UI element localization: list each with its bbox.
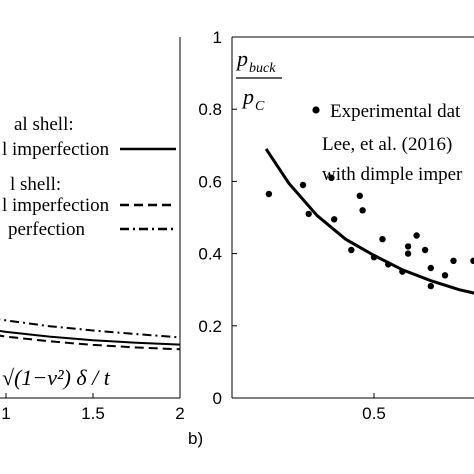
panel-a-legend-label: l imperfection (2, 139, 110, 160)
panel-b-data-point (427, 264, 434, 272)
panel-b-data-point (404, 243, 412, 250)
panel-a-x-axis-label: √(1−ν²) δ / t (2, 365, 111, 390)
panel-b-y-tick-label: 0.2 (198, 317, 222, 336)
panel-b-fit-curve (264, 148, 474, 295)
panel-b-data-point (427, 282, 434, 290)
panel-b-data-point (299, 181, 307, 189)
panel-b: 0 0.2 0.4 0.6 0.8 1 0.511.5 Experimental dat L… (188, 28, 474, 448)
panel-a-series (0, 318, 181, 351)
panel-b-data-point (305, 210, 312, 218)
panel-b-data-point (385, 261, 392, 268)
panel-b-data-point (379, 236, 386, 243)
panel-b-legend-label: with dimple imper (322, 164, 463, 185)
panel-a-legend-label: perfection (8, 219, 86, 240)
panel-b-y-tick-label: 0.6 (198, 172, 222, 191)
panel-b-fit-line (264, 148, 474, 295)
panel-b-y-ticks: 0 0.2 0.4 0.6 0.8 1 (198, 28, 237, 408)
panel-a-x-tick-label: 1.5 (81, 404, 105, 423)
panel-b-label: b) (188, 429, 203, 448)
panel-b-y-tick-label: 0.8 (198, 100, 222, 119)
panel-b-data-points (265, 174, 474, 290)
panel-b-data-point (348, 246, 355, 254)
panel-b-data-point (359, 207, 366, 214)
panel-b-legend: Experimental dat Lee, et al. (2016) with d… (312, 101, 463, 185)
panel-b-y-tick-label: 0.4 (198, 245, 222, 264)
panel-b-ylabel-denominator: p (241, 84, 254, 109)
panel-b-x-tick-label: 0.5 (362, 404, 386, 423)
panel-a-legend-label: l shell: (10, 174, 61, 195)
panel-b-data-point (413, 232, 420, 239)
panel-b-data-point (441, 272, 449, 279)
panel-b-data-point (328, 174, 335, 181)
panel-b-ylabel-denominator-sub: C (255, 99, 265, 114)
panel-b-legend-label: Lee, et al. (2016) (322, 134, 452, 155)
panel-a-series-solid (0, 329, 181, 346)
panel-b-data-point (421, 246, 429, 254)
panel-b-data-point (265, 190, 273, 198)
panel-b-legend-marker (312, 106, 320, 114)
panel-b-x-ticks: 0.511.5 (362, 393, 386, 423)
panel-a-x-tick-label: 2 (175, 404, 184, 423)
panel-b-data-point (370, 254, 378, 261)
panel-b-legend-label: Experimental dat (330, 101, 461, 122)
panel-b-data-point (470, 257, 474, 264)
panel-b-data-point (450, 257, 457, 264)
panel-b-data-point (404, 250, 412, 257)
panel-b-ylabel-numerator-sub: buck (249, 61, 276, 76)
panel-a-series-dashed (0, 334, 181, 351)
panel-a-x-tick-label: 1 (1, 404, 10, 423)
panel-b-y-tick-label: 1 (213, 28, 222, 47)
panel-b-y-tick-label: 0 (213, 389, 222, 408)
panel-a-legend-label: al shell: (14, 114, 74, 135)
panel-b-ylabel-numerator: p (235, 46, 248, 71)
panel-a-x-ticks: 1 1.5 2 (1, 393, 185, 423)
panel-a-series-dashdot (0, 318, 181, 339)
panel-b-data-point (356, 192, 363, 199)
panel-b-data-point (399, 268, 406, 275)
panel-b-data-point (331, 216, 338, 223)
panel-a-legend-label: l imperfection (2, 195, 110, 216)
